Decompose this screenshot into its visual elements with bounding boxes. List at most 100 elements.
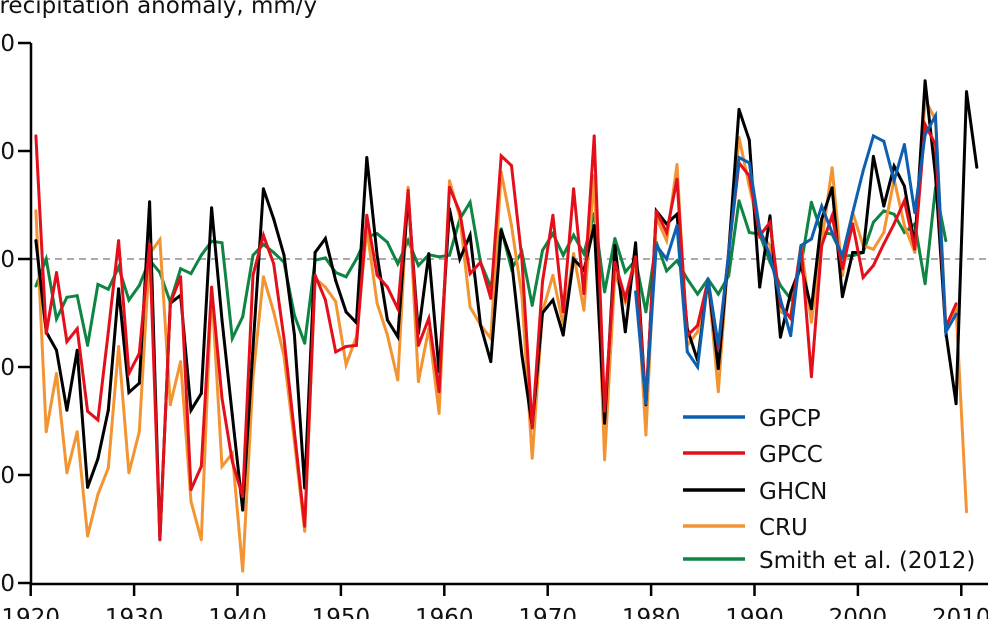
data-point-gpcc — [696, 323, 700, 327]
data-point-gpcc — [768, 220, 772, 224]
data-point-gpcc — [75, 327, 79, 331]
data-point-ghcn — [902, 184, 906, 188]
data-point-smith-et-al-2012 — [923, 282, 927, 286]
data-point-ghcn — [737, 107, 741, 111]
data-point-ghcn — [117, 287, 121, 291]
data-point-smith-et-al-2012 — [561, 253, 565, 257]
data-point-gpcp — [799, 244, 803, 247]
data-point-smith-et-al-2012 — [944, 239, 948, 243]
data-point-ghcn — [292, 333, 296, 337]
data-point-ghcn — [809, 307, 813, 311]
legend-entry: GHCN — [683, 479, 827, 505]
data-point-cru — [220, 464, 224, 468]
data-point-cru — [272, 310, 276, 314]
data-point-gpcc — [375, 273, 379, 277]
data-point-gpcc — [323, 298, 327, 302]
data-point-cru — [913, 251, 917, 254]
data-point-gpcc — [220, 396, 224, 400]
data-point-gpcc — [716, 347, 720, 351]
data-point-gpcc — [241, 495, 245, 499]
data-point-gpcc — [510, 164, 513, 168]
data-point-gpcc — [913, 247, 917, 251]
data-point-ghcn — [427, 252, 431, 256]
data-point-cru — [199, 538, 203, 542]
data-point-ghcn — [768, 214, 772, 218]
data-point-gpcc — [520, 257, 524, 261]
data-point-cru — [396, 378, 400, 382]
data-point-gpcp — [902, 143, 906, 146]
data-point-gpcc — [665, 231, 669, 234]
data-point-smith-et-al-2012 — [292, 313, 296, 317]
data-point-gpcc — [354, 343, 358, 347]
data-point-gpcc — [251, 273, 255, 277]
data-point-ghcn — [520, 353, 524, 357]
legend-label: Smith et al. (2012) — [759, 548, 975, 574]
data-point-ghcn — [820, 217, 824, 221]
data-point-cru — [117, 345, 121, 348]
data-point-smith-et-al-2012 — [86, 343, 90, 347]
data-point-gpcc — [448, 185, 451, 189]
data-point-cru — [344, 363, 348, 367]
data-point-gpcc — [851, 222, 855, 226]
data-point-gpcc — [902, 199, 906, 203]
data-point-cru — [86, 534, 90, 538]
data-point-gpcp — [882, 139, 886, 143]
legend-entry: GPCC — [683, 442, 823, 468]
data-point-ghcn — [189, 408, 193, 412]
data-point-gpcc — [65, 340, 69, 344]
data-point-gpcp — [934, 114, 937, 118]
data-point-ghcn — [365, 156, 369, 159]
data-point-smith-et-al-2012 — [582, 252, 586, 256]
data-point-gpcp — [840, 254, 844, 258]
data-point-gpcp — [820, 204, 824, 208]
data-point-ghcn — [499, 228, 503, 232]
data-point-smith-et-al-2012 — [902, 231, 906, 234]
data-point-gpcc — [406, 188, 410, 192]
data-point-gpcc — [261, 233, 265, 237]
series-line-ghcn — [34, 80, 979, 540]
data-point-gpcc — [954, 302, 958, 306]
data-point-gpcc — [582, 292, 586, 296]
data-point-smith-et-al-2012 — [541, 248, 544, 252]
data-point-cru — [44, 430, 48, 434]
data-point-cru — [385, 333, 389, 337]
legend-label: GPCP — [759, 406, 821, 432]
data-point-ghcn — [634, 241, 638, 245]
data-point-cru — [106, 466, 110, 470]
data-point-gpcp — [861, 169, 865, 173]
data-point-cru — [406, 185, 410, 189]
x-tick-label: 1930 — [105, 605, 164, 619]
data-point-gpcp — [665, 257, 669, 261]
data-point-gpcc — [820, 244, 824, 247]
data-point-gpcc — [334, 350, 338, 354]
y-tick-label: 0 — [0, 247, 15, 273]
x-tick-label: 2010 — [932, 605, 988, 619]
data-point-smith-et-al-2012 — [448, 253, 451, 257]
data-point-gpcc — [541, 280, 544, 284]
data-point-ghcn — [385, 318, 389, 322]
data-point-gpcc — [179, 275, 183, 279]
y-tick-label: 20 — [0, 139, 15, 165]
data-point-cru — [830, 166, 834, 170]
data-point-smith-et-al-2012 — [396, 262, 400, 266]
data-point-ghcn — [65, 408, 69, 412]
data-point-smith-et-al-2012 — [892, 212, 896, 216]
data-point-ghcn — [572, 257, 576, 261]
data-point-gpcc — [892, 222, 896, 226]
data-point-smith-et-al-2012 — [272, 251, 276, 254]
data-point-ghcn — [106, 408, 110, 412]
data-point-gpcp — [913, 211, 917, 215]
data-point-ghcn — [375, 253, 379, 257]
data-point-smith-et-al-2012 — [55, 317, 58, 321]
data-point-smith-et-al-2012 — [696, 292, 700, 296]
data-point-ghcn — [86, 485, 90, 489]
data-point-ghcn — [871, 154, 875, 158]
data-point-gpcp — [830, 231, 834, 234]
data-point-ghcn — [282, 253, 286, 257]
data-point-gpcc — [117, 239, 121, 243]
data-point-cru — [468, 305, 472, 309]
data-point-ghcn — [323, 237, 327, 240]
data-point-gpcc — [654, 209, 658, 213]
legend: GPCP GPCC GHCN CRU Smith et al. (2012) — [683, 406, 975, 574]
data-point-gpcc — [561, 310, 565, 314]
